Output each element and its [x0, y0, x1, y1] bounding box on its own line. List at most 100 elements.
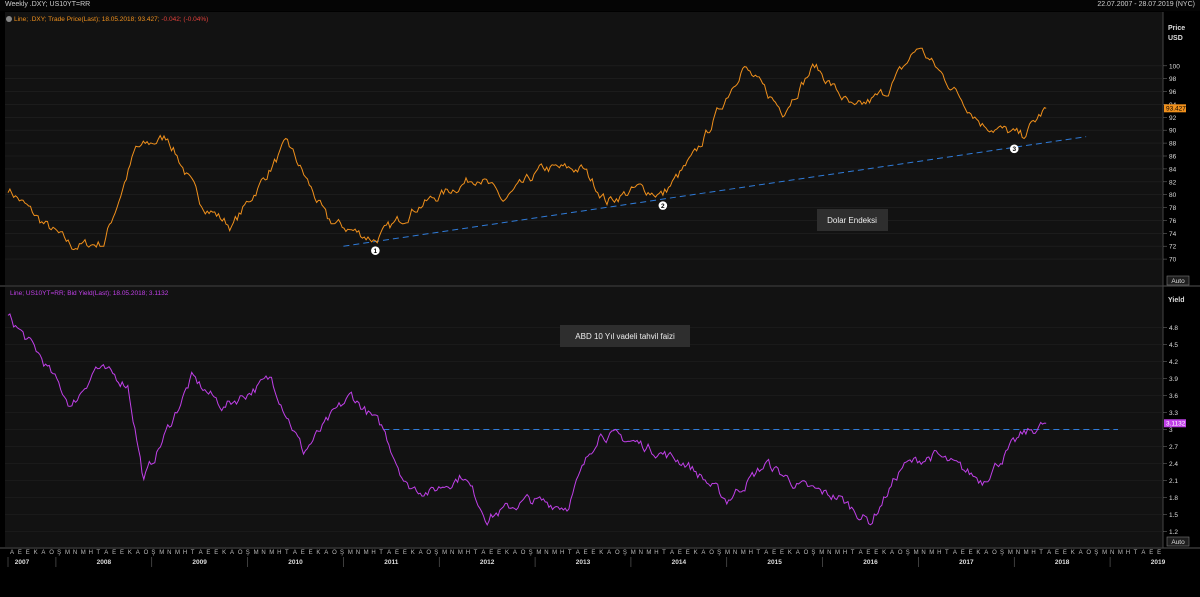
- x-month-label: E: [112, 550, 116, 556]
- x-month-label: K: [694, 550, 698, 556]
- x-month-label: A: [230, 550, 234, 556]
- x-month-label: K: [316, 550, 320, 556]
- x-month-label: M: [631, 550, 636, 556]
- x-month-label: K: [222, 550, 226, 556]
- x-month-label: N: [921, 550, 925, 556]
- dxy-series-line: [7, 47, 1047, 251]
- currency-axis-title: USD: [1168, 35, 1183, 42]
- x-month-label: M: [929, 550, 934, 556]
- x-month-label: E: [403, 550, 407, 556]
- x-month-label: K: [505, 550, 509, 556]
- y-tick-label: 1.8: [1169, 495, 1178, 502]
- y-tick-label: 100: [1169, 63, 1180, 70]
- x-month-label: Ş: [717, 550, 721, 556]
- x-month-label: H: [277, 550, 281, 556]
- x-month-label: E: [961, 550, 965, 556]
- x-month-label: E: [214, 550, 218, 556]
- y-tick-label: 90: [1169, 128, 1177, 135]
- x-month-label: A: [419, 550, 423, 556]
- x-month-label: A: [387, 550, 391, 556]
- x-month-label: A: [104, 550, 108, 556]
- x-year-label: 2013: [576, 559, 591, 566]
- x-month-label: M: [819, 550, 824, 556]
- y-tick-label: 80: [1169, 192, 1177, 199]
- svg-text:Auto: Auto: [1171, 539, 1185, 546]
- x-month-label: E: [301, 550, 305, 556]
- x-month-label: E: [18, 550, 22, 556]
- x-month-label: H: [843, 550, 847, 556]
- x-month-label: M: [458, 550, 463, 556]
- y-tick-label: 2.7: [1169, 444, 1178, 451]
- x-month-label: M: [254, 550, 259, 556]
- x-month-label: E: [686, 550, 690, 556]
- x-month-label: M: [348, 550, 353, 556]
- yield-series-line: [7, 313, 1047, 527]
- x-month-label: H: [371, 550, 375, 556]
- legend-dot-icon: [6, 16, 12, 22]
- x-month-label: N: [261, 550, 265, 556]
- svg-text:ABD 10 Yıl vadeli tahvil faizi: ABD 10 Yıl vadeli tahvil faizi: [575, 332, 675, 341]
- y-tick-label: 82: [1169, 179, 1177, 186]
- y-tick-label: 3.9: [1169, 376, 1178, 383]
- x-month-label: H: [560, 550, 564, 556]
- x-month-label: Ş: [1094, 550, 1098, 556]
- x-month-label: E: [309, 550, 313, 556]
- x-month-label: O: [992, 550, 997, 556]
- x-month-label: A: [324, 550, 328, 556]
- x-month-label: Ş: [151, 550, 155, 556]
- x-month-label: H: [183, 550, 187, 556]
- y-tick-label: 3.6: [1169, 393, 1178, 400]
- x-month-label: H: [749, 550, 753, 556]
- x-month-label: O: [804, 550, 809, 556]
- top-panel-bg: [5, 12, 1163, 285]
- x-month-label: Ş: [434, 550, 438, 556]
- x-month-label: M: [1008, 550, 1013, 556]
- x-month-label: M: [552, 550, 557, 556]
- top-auto-button[interactable]: Auto: [1166, 275, 1190, 286]
- x-month-label: M: [65, 550, 70, 556]
- x-month-label: Ş: [623, 550, 627, 556]
- x-month-label: T: [379, 550, 383, 556]
- x-month-label: A: [764, 550, 768, 556]
- x-month-label: E: [1055, 550, 1059, 556]
- x-month-label: M: [364, 550, 369, 556]
- y-tick-label: 88: [1169, 141, 1177, 148]
- price-axis-title: Price: [1168, 25, 1185, 32]
- svg-text:2: 2: [661, 203, 665, 210]
- x-month-label: M: [269, 550, 274, 556]
- x-month-label: A: [1079, 550, 1083, 556]
- x-month-label: E: [1157, 550, 1161, 556]
- top-grid: [5, 65, 1163, 260]
- x-month-label: N: [639, 550, 643, 556]
- bottom-auto-button[interactable]: Auto: [1166, 536, 1190, 547]
- x-year-label: 2015: [767, 559, 782, 566]
- x-month-label: N: [1016, 550, 1020, 556]
- x-month-label: A: [670, 550, 674, 556]
- x-month-label: N: [544, 550, 548, 556]
- x-month-label: O: [521, 550, 526, 556]
- svg-text:93.427: 93.427: [1166, 106, 1186, 113]
- x-month-label: A: [481, 550, 485, 556]
- x-month-label: M: [1102, 550, 1107, 556]
- x-month-label: E: [26, 550, 30, 556]
- y-tick-label: 2.4: [1169, 461, 1178, 468]
- x-month-label: M: [646, 550, 651, 556]
- trend-marker-1: 1: [371, 246, 380, 255]
- x-month-label: E: [206, 550, 210, 556]
- svg-text:1: 1: [374, 248, 378, 255]
- x-month-label: E: [780, 550, 784, 556]
- svg-text:3: 3: [1012, 146, 1016, 153]
- x-month-label: O: [332, 550, 337, 556]
- x-month-label: N: [167, 550, 171, 556]
- trend-marker-2: 2: [658, 201, 668, 210]
- x-month-label: Ş: [340, 550, 344, 556]
- x-month-label: A: [1047, 550, 1051, 556]
- bottom-y-ticks: 1.2 1.5 1.8 2.1 2.4 2.7 3 3.3 3.6 3.9 4.2 4.5 4.8: [1163, 325, 1178, 536]
- x-year-label: 2018: [1055, 559, 1070, 566]
- x-month-label: Ş: [57, 550, 61, 556]
- x-month-label: T: [191, 550, 195, 556]
- x-month-label: K: [882, 550, 886, 556]
- y-tick-label: 4.8: [1169, 325, 1178, 332]
- x-year-label: 2012: [480, 559, 495, 566]
- x-month-label: A: [576, 550, 580, 556]
